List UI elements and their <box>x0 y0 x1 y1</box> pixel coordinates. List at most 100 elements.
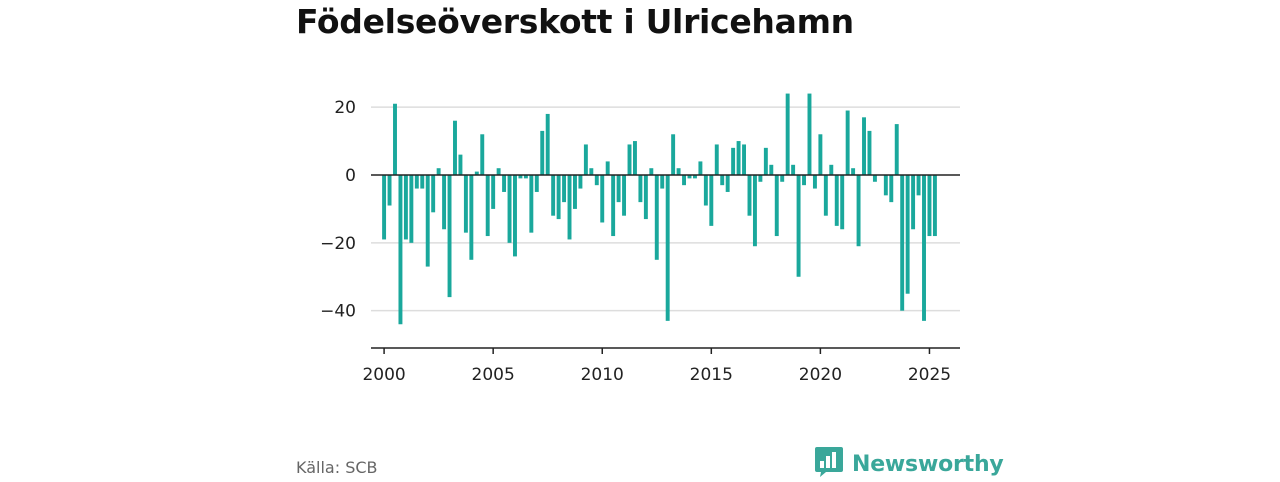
bar <box>403 174 408 240</box>
bar <box>654 174 659 260</box>
y-tick-label: −40 <box>320 302 356 322</box>
bar <box>889 174 894 203</box>
brand-logo[interactable]: Newsworthy <box>814 446 1004 482</box>
bar <box>703 174 708 206</box>
x-tick-label: 2000 <box>362 365 405 385</box>
bar <box>665 174 670 321</box>
bar <box>436 168 441 175</box>
bar <box>589 168 594 175</box>
bar <box>573 174 577 209</box>
bar <box>682 174 687 186</box>
bar <box>393 103 397 175</box>
bar <box>796 174 801 277</box>
bar <box>409 174 414 243</box>
bar <box>649 168 654 175</box>
bar <box>687 174 692 179</box>
bar <box>758 174 763 182</box>
bar <box>823 174 828 216</box>
bar <box>720 174 725 186</box>
y-tick-label: 0 <box>345 166 356 186</box>
bar <box>480 134 485 175</box>
bar <box>600 174 605 223</box>
bars <box>382 93 937 325</box>
newsworthy-bar-chart-logo-icon <box>814 446 844 482</box>
bar <box>725 174 730 192</box>
bar <box>529 174 534 233</box>
x-tick-label: 2025 <box>908 365 951 385</box>
bar <box>518 174 523 179</box>
bar <box>698 161 703 175</box>
bar <box>714 144 719 175</box>
bar <box>387 174 392 206</box>
bar <box>883 174 888 196</box>
bar <box>469 174 474 260</box>
bar <box>785 93 790 175</box>
bar <box>453 120 457 175</box>
bar <box>774 174 779 237</box>
bar <box>632 141 637 175</box>
bar <box>802 174 806 186</box>
y-tick-label: 20 <box>334 98 356 118</box>
bar <box>551 174 556 216</box>
bar <box>507 174 512 243</box>
bar <box>862 117 866 175</box>
bar <box>742 144 746 175</box>
bar <box>556 174 561 220</box>
bar <box>398 174 403 325</box>
bar <box>867 130 872 175</box>
bar <box>807 93 812 175</box>
bar <box>840 174 845 230</box>
bar <box>627 144 632 175</box>
bar <box>780 174 785 182</box>
bar <box>414 174 419 189</box>
bar <box>763 147 768 175</box>
bar <box>431 174 436 213</box>
bar <box>616 174 621 203</box>
x-tick-label: 2020 <box>799 365 842 385</box>
bar <box>491 174 496 209</box>
bar <box>731 147 736 175</box>
bar <box>583 144 588 175</box>
bar <box>829 164 834 175</box>
grid-lines <box>371 106 960 312</box>
bar <box>474 171 479 175</box>
bar <box>545 113 550 175</box>
source-label: Källa: SCB <box>296 458 378 477</box>
bar <box>932 174 937 237</box>
bar <box>643 174 648 220</box>
bar <box>458 154 463 175</box>
bar <box>425 174 430 267</box>
bar <box>834 174 839 226</box>
bar <box>791 164 796 175</box>
bar <box>851 168 856 175</box>
x-tick-label: 2015 <box>690 365 733 385</box>
y-axis-tick-labels: 20 0 −20 −40 <box>320 98 356 322</box>
bar <box>496 168 501 175</box>
bar <box>676 168 681 175</box>
bar <box>578 174 583 189</box>
brand-name: Newsworthy <box>852 451 1004 477</box>
bar <box>752 174 757 247</box>
bar <box>442 174 447 230</box>
y-tick-label: −20 <box>320 234 356 254</box>
bar <box>594 174 599 186</box>
bar <box>485 174 490 237</box>
bar <box>382 174 387 240</box>
bar <box>812 174 817 189</box>
bar <box>611 174 616 237</box>
bar <box>534 174 539 192</box>
x-axis-ticks: 2000 2005 2010 2015 2020 2025 <box>362 348 951 385</box>
bar <box>605 161 610 175</box>
bar <box>845 110 850 175</box>
bar <box>567 174 572 240</box>
bar <box>894 124 899 175</box>
bar <box>911 174 916 230</box>
bar <box>900 174 905 311</box>
bar <box>872 174 877 182</box>
chart-title: Födelseöverskott i Ulricehamn <box>296 2 854 41</box>
bar <box>856 174 861 247</box>
bar <box>671 134 676 175</box>
bar <box>747 174 752 216</box>
bar <box>540 130 545 175</box>
